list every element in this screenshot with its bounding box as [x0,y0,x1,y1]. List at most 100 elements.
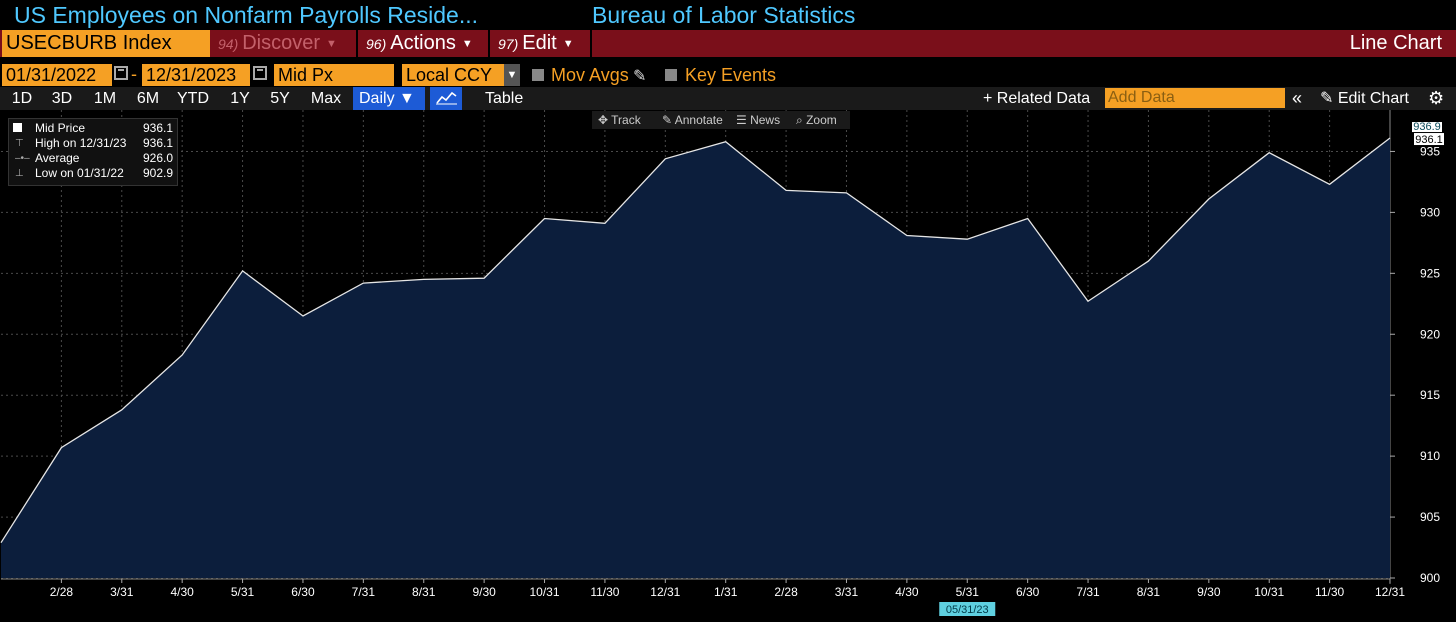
track-label: Track [611,113,641,127]
y-tick-label: 925 [1420,266,1440,280]
x-tick-label: 12/31 [650,585,680,599]
period-1d[interactable]: 1D [11,90,33,107]
x-tick-label: 8/31 [1137,585,1161,599]
period-1y[interactable]: 1Y [230,90,250,107]
edit-chart-label: Edit Chart [1337,90,1409,107]
data-point [905,234,909,238]
data-point [120,408,124,412]
key-events-label[interactable]: Key Events [685,65,777,85]
command-bar [0,30,1456,57]
pencil-icon: ✎ [1320,90,1338,107]
x-tick-label: 5/31 [956,585,980,599]
zoom-tool[interactable]: ⌕ Zoom [796,111,837,129]
collapse-icon[interactable]: « [1292,88,1303,108]
track-icon: ✥ [598,113,612,127]
news-label: News [750,113,781,127]
edit-chart-button[interactable]: ✎ Edit Chart [1320,87,1409,110]
high-value-label: 936.9 [1413,121,1441,133]
actions-menu[interactable]: 96) Actions ▼ [360,30,490,57]
y-axis: 900 905 910 915 920 925 930 935 [1390,144,1440,585]
legend-high: ⊤ High on 12/31/23 936.1 [9,136,177,151]
annotate-icon: ✎ [662,113,675,127]
data-point [784,188,788,192]
high-value-badge [1412,122,1442,133]
zoom-label: Zoom [806,113,837,127]
y-tick-label: 930 [1420,205,1440,219]
x-tick-label: 3/31 [835,585,859,599]
x-tick-label: 11/30 [1315,585,1344,599]
calendar-icon[interactable] [114,66,128,80]
period-5y[interactable]: 5Y [270,90,290,107]
chart-type-label: Line Chart [1349,32,1442,54]
legend-value: 936.1 [142,121,173,135]
track-tool[interactable]: ✥ Track [598,111,641,129]
zoom-icon: ⌕ [796,113,807,127]
edit-menu[interactable]: 97) Edit ▼ [492,30,592,57]
x-tick-label: 8/31 [412,585,436,599]
period-6m[interactable]: 6M [136,90,160,107]
y-tick-label: 905 [1420,510,1440,524]
calendar-icon[interactable] [253,66,267,80]
data-point [1267,151,1271,155]
line-chart[interactable]: 2/28 3/31 4/30 5/31 6/30 7/31 8/31 9/30 10/31 11/… [0,110,1456,622]
key-events-checkbox[interactable] [665,69,677,81]
frequency-select[interactable]: Daily ▼ [353,87,425,110]
y-tick-label: 915 [1420,388,1440,402]
chevron-down-icon[interactable]: ▼ [504,64,520,86]
mov-avgs-label[interactable]: Mov Avgs [551,65,629,85]
chart-tools-bar: ✥ Track ✎ Annotate ☰ News ⌕ Zoom [592,111,850,129]
legend-label: Low on 01/31/22 [35,166,124,180]
gear-icon[interactable]: ⚙ [1428,88,1445,108]
pencil-icon[interactable]: ✎ [633,68,647,85]
x-tick-label: 10/31 [1254,585,1284,599]
related-data-button[interactable]: + Related Data [983,90,1091,107]
period-max[interactable]: Max [310,90,342,107]
period-1m[interactable]: 1M [93,90,117,107]
legend-label: Mid Price [35,121,86,135]
x-tick-label: 9/30 [472,585,496,599]
discover-label: Discover [242,32,321,54]
chevron-down-icon: ▼ [326,38,337,50]
data-point [543,216,547,220]
discover-menu[interactable]: 94) Discover ▼ [212,30,358,57]
ticker-field[interactable]: USECBURB Index [2,30,210,57]
start-date-field[interactable]: 01/31/2022 [2,64,112,86]
x-tick-label: 7/31 [1076,585,1100,599]
add-data-input[interactable] [1105,88,1285,108]
data-point [603,221,607,225]
price-line [0,137,1391,544]
period-ytd[interactable]: YTD [177,90,209,107]
data-point [301,314,305,318]
news-tool[interactable]: ☰ News [736,111,780,129]
line-chart-glyph [436,91,457,105]
x-tick-label: 2/28 [50,585,74,599]
x-tick-label: 11/30 [590,585,619,599]
price-field-select[interactable]: Mid Px [274,64,394,86]
data-point [482,276,486,280]
news-icon: ☰ [736,113,751,127]
high-marker-icon: ⊤ [15,138,24,149]
mov-avgs-checkbox[interactable] [532,69,544,81]
data-point [663,157,667,161]
low-marker-icon: ⊥ [15,168,24,179]
line-chart-icon[interactable] [430,87,462,110]
data-point [1146,259,1150,263]
security-title: US Employees on Nonfarm Payrolls Reside.… [14,2,479,28]
legend-label: High on 12/31/23 [35,136,127,150]
data-point [422,277,426,281]
data-point [1086,299,1090,303]
actions-number: 96) [366,36,387,52]
data-point [965,237,969,241]
period-3d[interactable]: 3D [51,90,73,107]
end-date-field[interactable]: 12/31/2023 [142,64,250,86]
x-tick-label: 5/31 [231,585,255,599]
last-value-badge [1414,133,1444,146]
currency-select[interactable]: Local CCY [402,64,504,86]
data-point [361,281,365,285]
annotate-tool[interactable]: ✎ Annotate [662,111,723,129]
table-button[interactable]: Table [485,90,524,107]
crosshair-date-label: 05/31/23 [946,604,989,616]
y-tick-label: 900 [1420,571,1440,585]
title-bar: US Employees on Nonfarm Payrolls Reside.… [0,0,1456,30]
legend-mid-price[interactable]: Mid Price 936.1 [9,121,177,136]
